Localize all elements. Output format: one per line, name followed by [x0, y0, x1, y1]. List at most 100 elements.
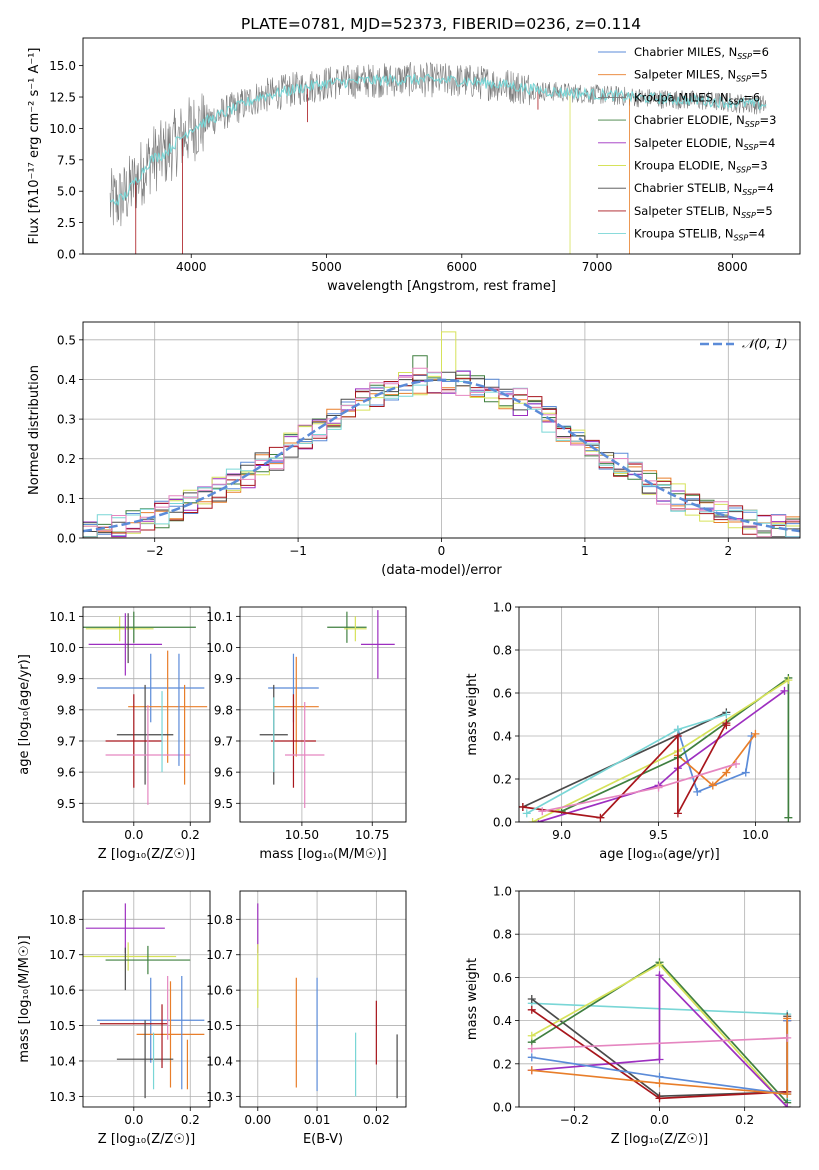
y-tick-label: 10.1: [49, 610, 76, 624]
y-tick-label: 10.6: [49, 984, 76, 998]
series-marker: [655, 1055, 664, 1064]
y-tick-label: 9.9: [57, 672, 76, 686]
errorbar-point: [344, 616, 367, 642]
series-marker: [784, 676, 793, 685]
series-marker: [655, 971, 664, 980]
histogram-step: [83, 331, 800, 538]
plots-layer: 4000 5000 6000 7000 80000.02.55.07.510.012.5…: [17, 37, 801, 1147]
legend-label: Kroupa ELODIE, NSSP=3: [634, 159, 768, 175]
y-tick-label: 0.3: [57, 413, 76, 427]
series-marker: [528, 818, 537, 822]
y-tick-label: 0.8: [493, 644, 512, 658]
x-tick-label: 0.2: [735, 1113, 754, 1127]
series-line: [531, 1037, 788, 1050]
chart-7: 0.00 0.01 0.02 10.3 10.4 10.5 10.6 10.7 10.8 E(B-…: [206, 890, 407, 1147]
x-tick-label: 7000: [582, 260, 613, 274]
series-marker: [538, 807, 547, 816]
x-axis-label: age [log₁₀(age/yr)]: [599, 847, 720, 862]
series-marker: [527, 1031, 536, 1040]
legend: Chabrier MILES, NSSP=6 Salpeter MILES, NS…: [598, 45, 776, 243]
legend-label: Kroupa MILES, NSSP=6: [634, 90, 760, 106]
x-tick-label: 8000: [717, 260, 748, 274]
x-tick-label: 0: [438, 544, 446, 558]
y-tick-label: 0.1: [57, 492, 76, 506]
y-tick-label: 0.2: [57, 452, 76, 466]
errorbar-point: [116, 684, 174, 785]
series-marker: [654, 783, 663, 792]
legend-entry: Kroupa STELIB, NSSP=4: [598, 227, 765, 243]
y-axis-label: Flux [fλ10⁻¹⁷ erg cm⁻² s⁻¹ A⁻¹]: [27, 48, 42, 245]
errorbar-point: [327, 611, 367, 643]
series-marker: [783, 1033, 792, 1042]
series-line: [561, 676, 790, 818]
normal-curve: [83, 378, 800, 533]
y-tick-label: 10.4: [49, 1054, 76, 1068]
errorbar-point: [116, 1020, 174, 1099]
series-marker: [519, 802, 527, 811]
plot-area: [83, 611, 208, 805]
x-tick-label: 2: [724, 544, 732, 558]
errorbar-point: [97, 653, 205, 723]
errorbar-point: [105, 945, 191, 975]
x-tick-label: 0.2: [181, 1113, 200, 1127]
y-tick-label: 10.7: [206, 948, 233, 962]
y-tick-label: 0.0: [493, 816, 512, 830]
plot-area: [83, 331, 800, 538]
y-tick-label: 9.6: [57, 766, 76, 780]
x-axis-label: wavelength [Angstrom, rest frame]: [327, 279, 556, 294]
x-tick-label: 0.01: [304, 1113, 331, 1127]
chart-6: 0.0 0.2 10.3 10.4 10.5 10.6 10.7 10.8 Z [log₁₀(Z…: [17, 890, 211, 1147]
series-marker: [673, 809, 682, 818]
plot-area: [83, 903, 205, 1099]
legend-entry: Chabrier MILES, NSSP=6: [598, 45, 769, 61]
errorbar-point: [88, 613, 163, 676]
errorbar-point: [360, 610, 395, 679]
series-marker: [596, 813, 605, 822]
legend-entry: Kroupa MILES, NSSP=6: [598, 90, 760, 106]
x-tick-label: 1: [581, 544, 589, 558]
y-tick-label: 12.5: [49, 91, 76, 105]
y-tick-label: 2.5: [57, 216, 76, 230]
series-marker: [722, 710, 731, 719]
figure-title: PLATE=0781, MJD=52373, FIBERID=0236, z=0…: [241, 15, 641, 33]
plot-area: [259, 610, 395, 808]
y-tick-label: 0.4: [57, 373, 76, 387]
x-tick-label: −2: [146, 544, 164, 558]
chart-5: 9.0 9.5 10.0 0.0 0.2 0.4 0.6 0.8 1.0 age [log₁₀(a…: [465, 601, 801, 862]
y-tick-label: 9.7: [214, 734, 233, 748]
y-tick-label: 15.0: [49, 59, 76, 73]
y-tick-label: 9.7: [57, 734, 76, 748]
y-tick-label: 10.5: [206, 1019, 233, 1033]
series-marker: [527, 1066, 536, 1075]
series-marker: [527, 1044, 536, 1053]
legend-entry: Salpeter ELODIE, NSSP=4: [598, 136, 775, 152]
legend-label: Chabrier ELODIE, NSSP=3: [634, 113, 776, 129]
y-tick-label: 7.5: [57, 153, 76, 167]
series-marker: [722, 721, 731, 730]
axes-frame: [82, 890, 211, 1108]
series-marker: [522, 809, 531, 818]
y-tick-label: 0.6: [493, 971, 512, 985]
y-tick-label: 10.8: [206, 913, 233, 927]
series-marker: [527, 995, 536, 1003]
y-tick-label: 0.2: [493, 1057, 512, 1071]
errorbar-point: [97, 977, 205, 1063]
legend: 𝒩(0, 1): [700, 336, 788, 351]
series-marker: [655, 1079, 664, 1088]
axes-frame: [82, 606, 211, 823]
series-marker: [784, 813, 793, 822]
y-tick-label: 9.9: [214, 672, 233, 686]
x-axis-label: Z [log₁₀(Z/Z☉)]: [611, 1132, 708, 1147]
histogram-step: [83, 367, 800, 538]
x-tick-label: 0.2: [181, 828, 200, 842]
y-tick-label: 10.8: [49, 913, 76, 927]
errorbar-point: [136, 981, 205, 1088]
series-line: [538, 690, 785, 822]
legend-entry: Kroupa ELODIE, NSSP=3: [598, 159, 768, 175]
x-axis-label: mass [log₁₀(M/M☉)]: [259, 847, 386, 862]
x-tick-label: 5000: [311, 260, 342, 274]
series-marker: [655, 1094, 664, 1103]
series-marker: [693, 787, 702, 796]
y-tick-label: 0.2: [493, 773, 512, 787]
